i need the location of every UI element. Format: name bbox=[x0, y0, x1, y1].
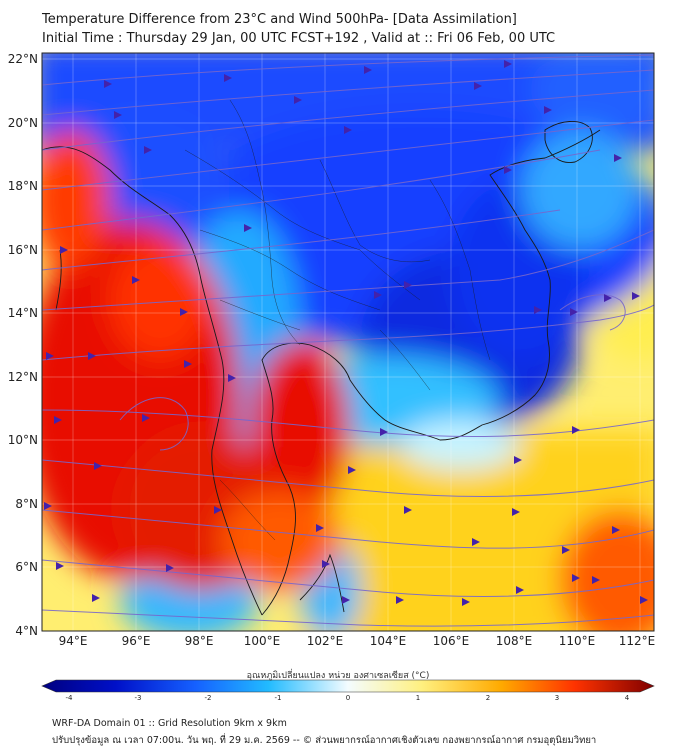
lon-label: 98°E bbox=[185, 634, 214, 648]
colorbar-tick: -2 bbox=[205, 694, 212, 700]
longitude-labels: 94°E 96°E 98°E 100°E 102°E 104°E 106°E 1… bbox=[59, 634, 656, 648]
lat-label: 14°N bbox=[8, 306, 38, 320]
colorbar-tick: 2 bbox=[486, 694, 490, 700]
lat-label: 22°N bbox=[8, 52, 38, 66]
admin-borders bbox=[184, 99, 491, 541]
lat-label: 10°N bbox=[8, 433, 38, 447]
colorbar-tick: -1 bbox=[275, 694, 282, 700]
latitude-labels: 22°N 20°N 18°N 16°N 14°N 12°N 10°N 8°N 6… bbox=[8, 52, 38, 638]
lat-label: 16°N bbox=[8, 243, 38, 257]
lat-label: 12°N bbox=[8, 370, 38, 384]
lon-label: 102°E bbox=[307, 634, 344, 648]
colorbar-label: อุณหภูมิเปลี่ยนแปลง หน่วย องศาเซลเซียส (… bbox=[246, 671, 430, 681]
colorbar-tick: 4 bbox=[625, 694, 630, 700]
footer-model-info: WRF-DA Domain 01 :: Grid Resolution 9km … bbox=[52, 718, 287, 729]
colorbar: -4 -3 -2 -1 0 1 2 3 4 bbox=[41, 679, 655, 700]
colorbar-tick: -3 bbox=[135, 694, 142, 700]
map-plot-area bbox=[42, 53, 654, 631]
map-title: Temperature Difference from 23°C and Win… bbox=[42, 12, 517, 27]
temperature-field bbox=[42, 53, 654, 631]
lon-label: 106°E bbox=[433, 634, 470, 648]
temperature-wind-map: 22°N 20°N 18°N 16°N 14°N 12°N 10°N 8°N 6… bbox=[8, 52, 656, 700]
lon-label: 94°E bbox=[59, 634, 88, 648]
lon-label: 110°E bbox=[559, 634, 596, 648]
graticule bbox=[42, 53, 654, 631]
lat-label: 8°N bbox=[15, 497, 38, 511]
colorbar-tick: 3 bbox=[555, 694, 559, 700]
colorbar-tick: 1 bbox=[416, 694, 420, 700]
lat-label: 18°N bbox=[8, 179, 38, 193]
coastlines bbox=[42, 121, 601, 616]
lon-label: 108°E bbox=[496, 634, 533, 648]
colorbar-tick: 0 bbox=[346, 694, 350, 700]
lon-label: 112°E bbox=[619, 634, 656, 648]
footer-credit: ปรับปรุงข้อมูล ณ เวลา 07:00น. วัน พฤ. ที… bbox=[52, 735, 597, 746]
lat-label: 4°N bbox=[15, 624, 38, 638]
lon-label: 96°E bbox=[122, 634, 151, 648]
lat-label: 20°N bbox=[8, 116, 38, 130]
colorbar-tick: -4 bbox=[66, 694, 74, 700]
wind-arrows bbox=[44, 60, 648, 606]
lon-label: 100°E bbox=[244, 634, 281, 648]
lon-label: 104°E bbox=[370, 634, 407, 648]
lat-label: 6°N bbox=[15, 560, 38, 574]
map-subtitle: Initial Time : Thursday 29 Jan, 00 UTC F… bbox=[42, 31, 556, 46]
colorbar-gradient bbox=[41, 679, 655, 693]
